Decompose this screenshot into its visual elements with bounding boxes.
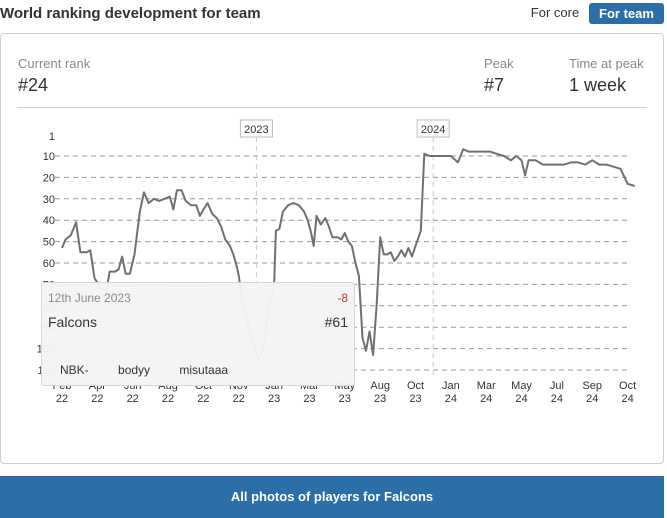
- x-tick-year: 23: [374, 393, 386, 405]
- year-marker-box: [416, 119, 450, 138]
- x-tick-year: 23: [268, 393, 280, 405]
- y-tick-label: 20: [43, 172, 55, 184]
- time-at-peak-label: Time at peak: [569, 56, 644, 71]
- x-tick-year: 24: [515, 393, 527, 405]
- tooltip-team-name: Falcons: [48, 314, 98, 330]
- page-title: World ranking development for team: [0, 5, 261, 22]
- ranking-card: [0, 33, 664, 464]
- y-tick-label: 30: [43, 194, 55, 206]
- all-photos-button[interactable]: All photos of players for Falcons: [0, 476, 664, 518]
- y-tick-label: 10: [43, 151, 55, 163]
- current-rank-label: Current rank: [18, 56, 91, 71]
- tooltip-date: 12th June 2023: [48, 291, 131, 305]
- x-tick-year: 23: [409, 393, 421, 405]
- x-tick-year: 22: [56, 393, 68, 405]
- x-tick-year: 24: [551, 393, 563, 405]
- x-tick-year: 22: [197, 393, 209, 405]
- x-tick-month: Aug: [370, 380, 390, 392]
- x-tick-year: 22: [91, 393, 103, 405]
- time-at-peak-value: 1 week: [569, 75, 627, 95]
- x-tick-month: Oct: [619, 380, 636, 392]
- tooltip-rank-change: -8: [337, 291, 348, 305]
- x-tick-year: 23: [339, 393, 351, 405]
- x-tick-year: 22: [127, 393, 139, 405]
- y-tick-label: 40: [43, 215, 55, 227]
- x-tick-month: May: [511, 380, 532, 392]
- x-tick-year: 22: [233, 393, 245, 405]
- y-tick-label: 1: [49, 131, 55, 143]
- stats-divider: [17, 107, 647, 108]
- x-tick-year: 23: [303, 393, 315, 405]
- x-tick-year: 24: [445, 393, 457, 405]
- x-tick-month: Sep: [582, 380, 602, 392]
- tooltip-rank: #61: [324, 314, 348, 330]
- tooltip-players: NBK- bodyy misutaaa: [60, 363, 254, 377]
- x-tick-month: Jan: [442, 380, 460, 392]
- x-tick-month: Jul: [550, 380, 564, 392]
- tooltip-player: NBK-: [60, 363, 89, 377]
- x-tick-month: Oct: [407, 380, 424, 392]
- tooltip-player: bodyy: [118, 363, 151, 377]
- year-marker-box: [239, 119, 273, 138]
- for-team-toggle[interactable]: For team: [589, 3, 664, 24]
- x-tick-year: 24: [480, 393, 492, 405]
- x-tick-year: 22: [162, 393, 174, 405]
- y-tick-label: 50: [43, 237, 55, 249]
- chart-tooltip: 12th June 2023 -8 Falcons #61 NBK- bodyy…: [41, 282, 355, 386]
- y-tick-label: 60: [43, 258, 55, 270]
- x-tick-year: 24: [621, 393, 633, 405]
- x-tick-year: 24: [586, 393, 598, 405]
- peak-label: Peak: [484, 56, 514, 71]
- year-marker-label: 2023: [244, 124, 268, 136]
- x-tick-month: Mar: [477, 380, 496, 392]
- ranking-line: [61, 148, 635, 361]
- for-core-toggle[interactable]: For core: [530, 5, 580, 20]
- year-marker-label: 2024: [421, 124, 445, 136]
- current-rank-value: #24: [18, 75, 49, 95]
- tooltip-player: misutaaa: [179, 363, 229, 377]
- peak-value: #7: [484, 75, 505, 95]
